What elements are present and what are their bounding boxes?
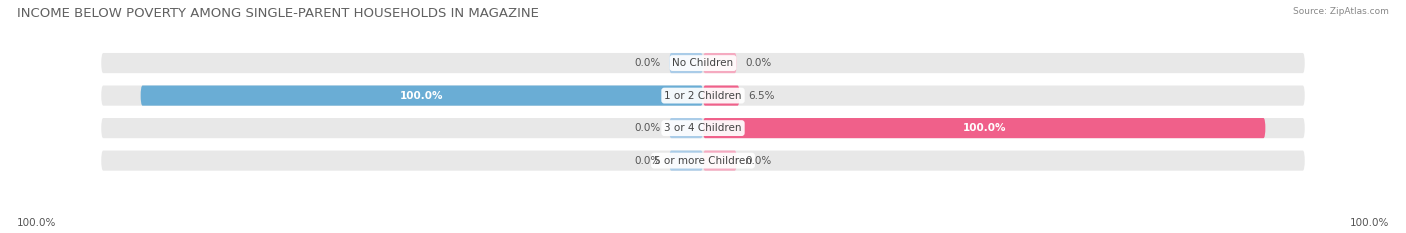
Text: 100.0%: 100.0% <box>963 123 1005 133</box>
FancyBboxPatch shape <box>703 151 737 171</box>
Text: 3 or 4 Children: 3 or 4 Children <box>664 123 742 133</box>
Text: 0.0%: 0.0% <box>634 156 661 166</box>
FancyBboxPatch shape <box>669 53 703 73</box>
FancyBboxPatch shape <box>101 151 1305 171</box>
Text: 100.0%: 100.0% <box>1350 218 1389 228</box>
Text: 0.0%: 0.0% <box>745 58 772 68</box>
FancyBboxPatch shape <box>669 118 703 138</box>
FancyBboxPatch shape <box>101 118 1305 138</box>
FancyBboxPatch shape <box>101 86 1305 106</box>
Text: 0.0%: 0.0% <box>745 156 772 166</box>
FancyBboxPatch shape <box>703 86 740 106</box>
Text: 100.0%: 100.0% <box>17 218 56 228</box>
Text: 1 or 2 Children: 1 or 2 Children <box>664 91 742 101</box>
FancyBboxPatch shape <box>669 151 703 171</box>
Text: No Children: No Children <box>672 58 734 68</box>
FancyBboxPatch shape <box>703 53 737 73</box>
Text: Source: ZipAtlas.com: Source: ZipAtlas.com <box>1294 7 1389 16</box>
FancyBboxPatch shape <box>141 86 703 106</box>
FancyBboxPatch shape <box>703 118 1265 138</box>
Text: INCOME BELOW POVERTY AMONG SINGLE-PARENT HOUSEHOLDS IN MAGAZINE: INCOME BELOW POVERTY AMONG SINGLE-PARENT… <box>17 7 538 20</box>
Text: 0.0%: 0.0% <box>634 58 661 68</box>
Text: 100.0%: 100.0% <box>401 91 443 101</box>
FancyBboxPatch shape <box>101 53 1305 73</box>
Text: 0.0%: 0.0% <box>634 123 661 133</box>
Text: 6.5%: 6.5% <box>748 91 775 101</box>
Text: 5 or more Children: 5 or more Children <box>654 156 752 166</box>
